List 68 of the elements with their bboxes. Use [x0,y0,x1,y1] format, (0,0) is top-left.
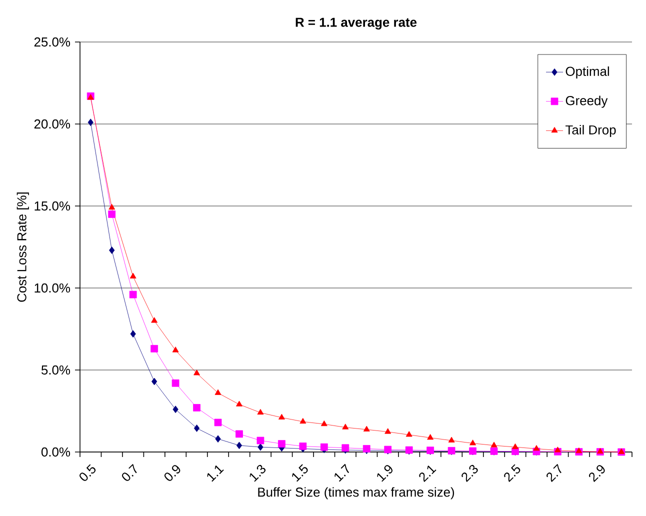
point [108,210,116,218]
point [215,435,221,443]
point [130,330,136,338]
point [384,428,392,434]
x-tick-label: 2.1 [419,465,436,482]
x-tick-label: 1.3 [250,464,266,482]
point [320,420,328,426]
point [151,317,158,323]
point [88,118,94,126]
legend-label: Greedy [566,96,608,108]
y-tick-label: 10.0% [34,283,70,293]
y-axis-title: Cost Loss Rate [%] [16,192,29,302]
x-tick-label: 0.9 [164,465,180,481]
point [448,436,455,442]
x-tick-label: 1.5 [292,464,308,482]
legend-label: Tail Drop [566,124,616,138]
y-tick-label: 20.0% [34,119,70,129]
point [427,434,434,440]
x-tick-label: 0.7 [122,464,137,481]
chart-title: R = 1.1 average rate [296,18,417,30]
point [554,446,561,452]
x-tick-label: 2.3 [462,464,478,482]
point [172,379,180,387]
y-tick-label: 0.0% [41,447,70,457]
point [150,344,158,352]
point [109,246,115,254]
point [108,204,116,210]
legend-label: Optimal [566,66,609,79]
point [490,442,498,448]
point [320,443,328,451]
point [470,440,476,446]
point [576,447,582,454]
point [236,442,242,450]
x-tick-label: 2.5 [504,464,520,482]
point [363,426,370,432]
x-tick-label: 2.7 [546,464,562,482]
point [172,346,179,352]
point [214,389,222,395]
point [257,408,264,415]
point [129,290,137,298]
x-tick-label: 1.1 [207,465,224,482]
point [278,440,286,448]
point [214,418,222,426]
point [406,431,412,437]
point [258,443,264,451]
point [342,424,349,430]
point [193,404,200,412]
point [278,414,285,420]
point [194,370,200,376]
y-tick-label: 25.0% [34,37,70,47]
point [172,406,178,414]
point [151,378,158,386]
x-tick-label: 0.5 [80,464,96,481]
point [299,442,307,450]
x-tick-label: 1.7 [334,464,350,482]
x-tick-label: 2.9 [588,465,605,482]
point [236,400,242,406]
point [512,443,518,450]
x-axis-title: Buffer Size (times max frame size) [258,487,454,500]
point [256,436,264,444]
point [300,418,306,424]
y-tick-label: 5.0% [41,365,70,375]
point [533,445,540,451]
point [236,430,243,438]
point [194,424,200,432]
point [130,272,136,278]
y-tick-label: 15.0% [34,201,70,211]
x-tick-label: 1.9 [377,465,392,482]
